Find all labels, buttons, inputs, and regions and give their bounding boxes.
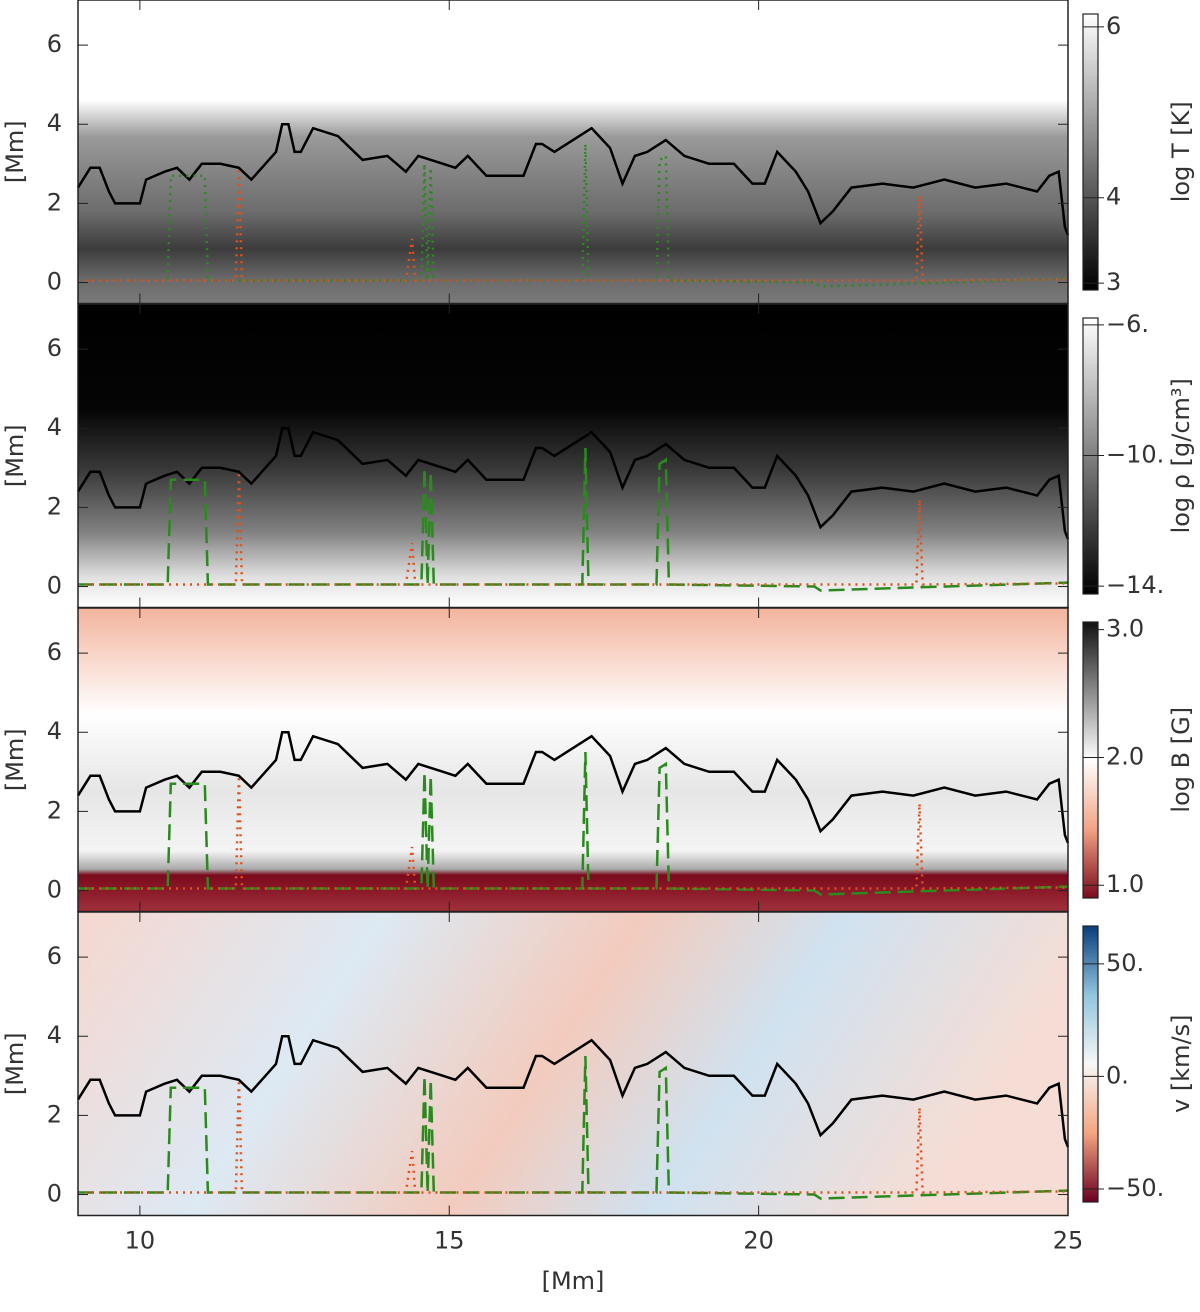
colorbar-label: log B [G]	[1167, 707, 1195, 813]
y-tick-label: 2	[47, 796, 62, 824]
colorbar-tick-label: 0.	[1106, 1061, 1129, 1089]
colorbar-label: log ρ [g/cm³]	[1167, 378, 1195, 533]
x-axis-label: [Mm]	[542, 1267, 605, 1295]
colorbar-label: v [km/s]	[1167, 1015, 1195, 1113]
contour-line	[78, 751, 1069, 896]
colorbar-tick-label: −6.	[1106, 310, 1149, 338]
colorbar-tick-label: 50.	[1106, 949, 1144, 977]
y-tick-label: 0	[47, 268, 62, 296]
colorbar-tick-label: 3	[1106, 268, 1121, 296]
colorbar-tick-label: 4	[1106, 183, 1121, 211]
field-image	[78, 304, 1068, 608]
colorbar-tick-label: 6	[1106, 12, 1121, 40]
y-tick-label: 4	[47, 413, 62, 441]
y-tick-label: 6	[47, 638, 62, 666]
y-axis-label: [Mm]	[1, 1032, 29, 1095]
colorbar	[1082, 13, 1099, 291]
contour-line	[78, 143, 1069, 288]
y-tick-label: 2	[47, 492, 62, 520]
y-tick-label: 0	[47, 1180, 62, 1208]
field-image	[78, 0, 1068, 304]
colorbar	[1082, 621, 1099, 899]
contour-line	[78, 167, 1069, 282]
panel: 0 2 4 6 [Mm] −6. −10. −14. log ρ [g/cm³]	[1, 303, 1195, 609]
x-tick-label: 15	[434, 1227, 465, 1255]
y-tick-label: 2	[47, 1100, 62, 1128]
colorbar-tick-label: 3.0	[1106, 615, 1144, 643]
colorbar-tick-label: 1.0	[1106, 870, 1144, 898]
y-axis-label: [Mm]	[1, 728, 29, 791]
contour-line	[76, 730, 1070, 844]
contour-line	[78, 1079, 1069, 1194]
colorbar-tick-label: −50.	[1106, 1174, 1164, 1202]
y-tick-label: 4	[47, 1021, 62, 1049]
colorbar-tick-label: 2.0	[1106, 742, 1144, 770]
y-tick-label: 0	[47, 572, 62, 600]
field-image	[78, 608, 1068, 912]
panel: 0 2 4 6 [Mm] 3.0 2.0 1.0 log B [G]	[1, 607, 1195, 913]
field-image	[78, 912, 1068, 1216]
x-tick-label: 25	[1053, 1227, 1084, 1255]
panel: 0 2 4 6 [Mm] 3 4 6 log T [K]	[1, 0, 1195, 305]
y-axis-label: [Mm]	[1, 424, 29, 487]
y-tick-label: 6	[47, 942, 62, 970]
y-tick-label: 2	[47, 188, 62, 216]
contour-line	[76, 122, 1070, 236]
panel: 0 2 4 6 [Mm] 50. 0. −50. v [km/s]	[1, 911, 1195, 1217]
y-tick-label: 4	[47, 717, 62, 745]
y-axis-label: [Mm]	[1, 120, 29, 183]
contour-line	[78, 447, 1069, 592]
contour-line	[78, 1055, 1069, 1200]
y-tick-label: 6	[47, 334, 62, 362]
colorbar-tick-label: −10.	[1106, 441, 1164, 469]
contour-line	[78, 471, 1069, 586]
contour-line	[78, 775, 1069, 890]
y-tick-label: 0	[47, 876, 62, 904]
colorbar-label: log T [K]	[1167, 101, 1195, 202]
x-tick-label: 20	[743, 1227, 774, 1255]
colorbar-tick-label: −14.	[1106, 571, 1164, 599]
y-tick-label: 6	[47, 30, 62, 58]
x-tick-label: 10	[125, 1227, 156, 1255]
y-tick-label: 4	[47, 109, 62, 137]
contour-line	[76, 426, 1070, 540]
plot-frame	[77, 911, 1069, 1217]
contour-line	[76, 1034, 1070, 1148]
colorbar	[1082, 925, 1099, 1203]
